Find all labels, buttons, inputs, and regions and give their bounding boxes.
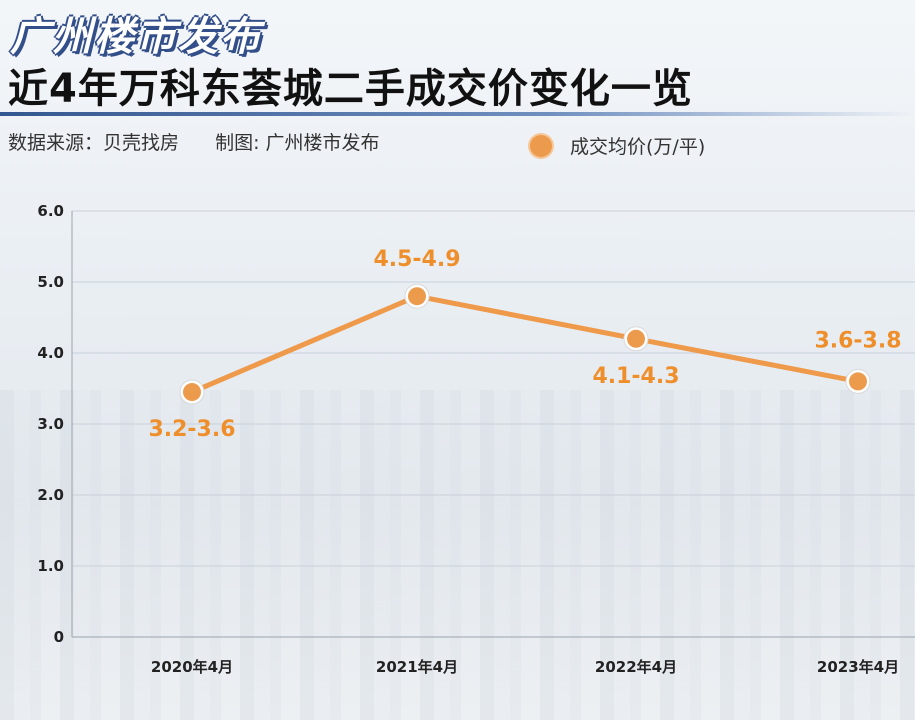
legend-label: 成交均价(万/平): [570, 136, 706, 158]
y-tick-label: 1.0: [37, 557, 64, 575]
source-line: 数据来源：贝壳找房 制图: 广州楼市发布: [8, 128, 380, 155]
legend-marker: [530, 134, 552, 157]
x-tick-label: 2022年4月: [595, 658, 677, 676]
y-tick-label: 5.0: [37, 273, 64, 291]
y-tick-label: 2.0: [37, 486, 64, 504]
data-point: [849, 372, 867, 391]
x-tick-label: 2021年4月: [376, 658, 458, 676]
data-label: 4.5-4.9: [373, 247, 460, 272]
chart-credit: 制图: 广州楼市发布: [215, 132, 380, 154]
page-title: 近4年万科东荟城二手成交价变化一览: [8, 66, 693, 112]
data-source: 数据来源：贝壳找房: [8, 132, 180, 154]
data-label: 3.6-3.8: [814, 328, 901, 353]
x-tick-label: 2020年4月: [151, 658, 233, 676]
y-tick-label: 3.0: [37, 415, 64, 433]
line-chart: 6.0 5.0 4.0 3.0 2.0 1.0 0 2020年4月 2021年4月 2022年4月…: [37, 202, 915, 676]
data-point: [408, 287, 426, 306]
y-tick-label: 0: [54, 628, 64, 646]
data-point: [183, 383, 201, 402]
chart-legend: 成交均价(万/平): [530, 132, 705, 159]
brand-logo-text: 广州楼市发布: [10, 14, 262, 60]
x-tick-label: 2023年4月: [817, 658, 899, 676]
y-tick-label: 6.0: [37, 202, 64, 220]
background-skyline: [0, 390, 915, 720]
data-label: 3.2-3.6: [148, 417, 235, 442]
data-label: 4.1-4.3: [592, 364, 679, 389]
title-divider: [0, 112, 915, 116]
data-point: [627, 329, 645, 348]
y-tick-label: 4.0: [37, 344, 64, 362]
series-line: [189, 293, 861, 395]
